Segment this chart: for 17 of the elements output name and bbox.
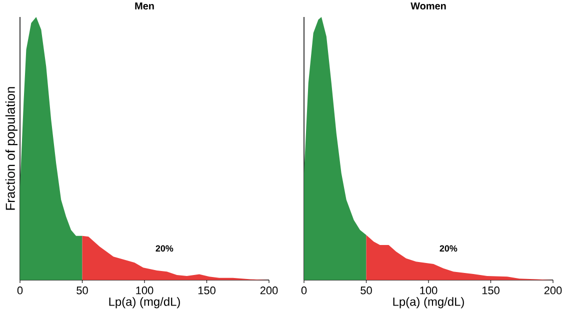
x-tick-label: 50 <box>360 286 372 294</box>
x-tick-label: 100 <box>420 286 438 294</box>
x-tick-label: 150 <box>482 286 500 294</box>
annotation: 20% <box>156 245 174 252</box>
x-tick-label: 0 <box>17 286 23 294</box>
x-tick-label: 150 <box>198 286 216 294</box>
x-axis-title: Lp(a) (mg/dL) <box>109 297 180 308</box>
chart-title: Men <box>135 2 154 10</box>
x-tick-label: 50 <box>76 286 88 294</box>
x-tick-label: 200 <box>260 286 278 294</box>
y-axis-title: Fraction of population <box>5 87 18 210</box>
chart-title: Women <box>410 2 446 10</box>
x-tick-label: 0 <box>301 286 307 294</box>
x-tick-label: 100 <box>136 286 154 294</box>
annotation: 20% <box>440 245 458 252</box>
x-axis-title: Lp(a) (mg/dL) <box>393 297 464 308</box>
x-tick-label: 200 <box>544 286 562 294</box>
